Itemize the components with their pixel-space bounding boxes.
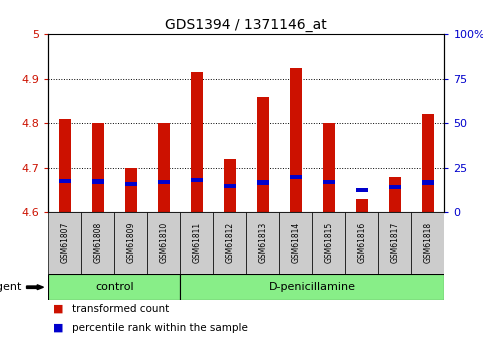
Bar (213, 212, 246, 274)
Text: GSM61818: GSM61818 (424, 221, 432, 263)
Bar (412, 212, 444, 274)
Bar (81, 212, 114, 274)
Bar (356, 199, 368, 212)
Bar (313, 212, 345, 274)
Text: transformed count: transformed count (72, 304, 170, 314)
Bar (59, 179, 71, 183)
Bar (125, 182, 137, 186)
Title: GDS1394 / 1371146_at: GDS1394 / 1371146_at (166, 18, 327, 32)
Bar (114, 212, 147, 274)
Text: agent: agent (0, 282, 22, 292)
Bar (147, 212, 180, 274)
Bar (356, 188, 368, 192)
Bar (180, 274, 444, 300)
Bar (323, 123, 335, 212)
Text: GSM61808: GSM61808 (93, 221, 102, 263)
Bar (246, 212, 279, 274)
Bar (191, 72, 202, 212)
Text: percentile rank within the sample: percentile rank within the sample (72, 323, 248, 333)
Text: ■: ■ (53, 304, 64, 314)
Bar (290, 68, 301, 212)
Bar (389, 177, 400, 212)
Bar (279, 212, 313, 274)
Bar (158, 180, 170, 184)
Bar (323, 180, 335, 184)
Bar (59, 119, 71, 212)
Bar (389, 185, 400, 189)
Bar (191, 178, 202, 182)
Text: GSM61810: GSM61810 (159, 221, 168, 263)
Text: GSM61807: GSM61807 (60, 221, 69, 263)
Bar (257, 97, 269, 212)
Bar (422, 180, 434, 185)
Bar (180, 212, 213, 274)
Bar (290, 175, 301, 179)
Bar (158, 123, 170, 212)
Text: GSM61811: GSM61811 (192, 221, 201, 263)
Bar (125, 168, 137, 212)
Text: control: control (95, 282, 134, 292)
Bar (345, 212, 378, 274)
Bar (224, 159, 236, 212)
Text: GSM61812: GSM61812 (226, 221, 234, 263)
Text: ■: ■ (53, 323, 64, 333)
Bar (378, 212, 412, 274)
Bar (224, 184, 236, 188)
Text: GSM61816: GSM61816 (357, 221, 366, 263)
Bar (92, 179, 103, 184)
Text: GSM61813: GSM61813 (258, 221, 267, 263)
Text: GSM61814: GSM61814 (291, 221, 300, 263)
Bar (48, 212, 81, 274)
Bar (92, 123, 103, 212)
Bar (257, 180, 269, 185)
Text: GSM61809: GSM61809 (127, 221, 135, 263)
Text: GSM61817: GSM61817 (390, 221, 399, 263)
Text: GSM61815: GSM61815 (325, 221, 333, 263)
Text: D-penicillamine: D-penicillamine (269, 282, 356, 292)
Bar (48, 274, 180, 300)
Bar (422, 115, 434, 212)
